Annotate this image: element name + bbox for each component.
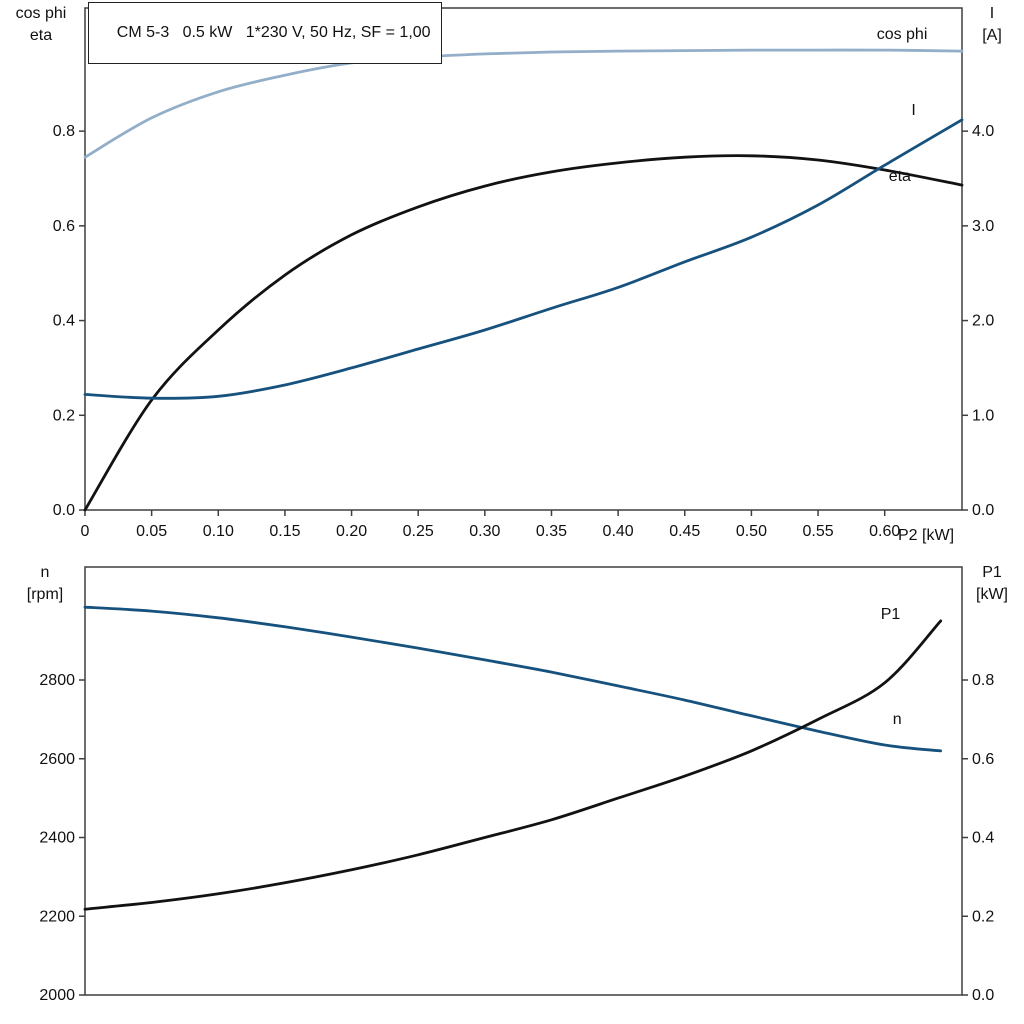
top-left-axis-title: cos phi eta [0,3,82,47]
current-axis-title: I [989,5,995,22]
bottom-right-axis-title: P1 [kW] [962,562,1022,606]
x-tick-label: 0.45 [669,523,700,540]
right-tick-label: 0.6 [972,751,994,768]
left-tick-label: 2000 [39,987,75,1004]
curve-label-n: n [893,711,902,728]
chart-title-box: CM 5-3 0.5 kW 1*230 V, 50 Hz, SF = 1,00 [88,2,442,64]
left-tick-label: 2600 [39,751,75,768]
left-tick-label: 0.4 [53,313,75,330]
curve-cos-phi [83,48,964,159]
right-tick-label: 0.2 [972,908,994,925]
right-tick-label: 0.0 [972,987,994,1004]
right-tick-label: 0.4 [972,830,994,847]
x-tick-label: 0.35 [536,523,567,540]
x-tick-label: 0.20 [336,523,367,540]
x-tick-label: 0 [81,523,90,540]
x-axis-title: P2 [kW] [898,527,955,544]
curve-label-eta: eta [889,168,911,185]
left-tick-label: 2800 [39,672,75,689]
curve-eta [83,154,964,512]
left-tick-label: 0.6 [53,218,75,235]
x-tick-label: 0.05 [136,523,167,540]
speed-axis-unit: [rpm] [26,586,64,603]
right-tick-label: 1.0 [972,407,994,424]
left-tick-label: 0.8 [53,123,75,140]
right-tick-label: 4.0 [972,123,994,140]
x-tick-label: 0.15 [269,523,300,540]
x-tick-label: 0.40 [603,523,634,540]
left-tick-label: 2200 [39,908,75,925]
x-tick-label: 0.55 [802,523,833,540]
curve-label-cos-phi: cos phi [877,26,928,43]
curve-n [83,605,943,753]
x-tick-label: 0.60 [869,523,900,540]
left-tick-label: 2400 [39,830,75,847]
chart-title: CM 5-3 0.5 kW 1*230 V, 50 Hz, SF = 1,00 [116,24,431,41]
left-tick-label: 0.2 [53,407,75,424]
speed-axis-title: n [40,564,50,581]
x-tick-label: 0.10 [203,523,234,540]
eta-axis-title: eta [29,27,53,44]
curve-I [83,118,964,400]
p1-axis-title: P1 [982,564,1002,581]
plot-frame-mechanical-panel [84,566,963,996]
right-tick-label: 3.0 [972,218,994,235]
current-axis-unit: [A] [982,27,1002,44]
curve-label-P1: P1 [881,606,901,623]
right-tick-label: 0.8 [972,672,994,689]
x-tick-label: 0.25 [403,523,434,540]
bottom-left-axis-title: n [rpm] [5,562,85,606]
right-tick-label: 0.0 [972,502,994,519]
curve-label-I: I [911,102,915,119]
p1-axis-unit: [kW] [976,586,1008,603]
plot-frame-electrical-panel [84,7,963,511]
x-tick-label: 0.30 [469,523,500,540]
left-tick-label: 0.0 [53,502,75,519]
top-right-axis-title: I [A] [962,3,1022,47]
right-tick-label: 2.0 [972,313,994,330]
cosphi-axis-title: cos phi [15,5,67,22]
x-tick-label: 0.50 [736,523,767,540]
curve-P1 [83,619,943,911]
